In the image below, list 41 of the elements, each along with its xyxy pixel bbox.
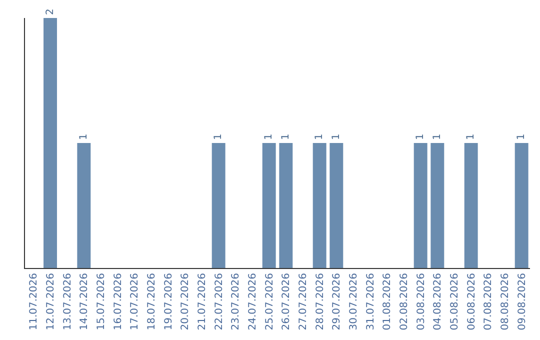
x-tick-label: 05.08.2026 xyxy=(450,273,460,330)
data-label: 1 xyxy=(415,134,426,140)
x-tick-label: 07.08.2026 xyxy=(483,273,494,330)
x-tick-label: 29.07.2026 xyxy=(332,273,343,330)
x-tick-label: 08.08.2026 xyxy=(500,273,511,330)
x-tick-label: 12.07.2026 xyxy=(46,273,56,330)
x-tick-label: 11.07.2026 xyxy=(28,273,40,330)
x-tick-label: 17.07.2026 xyxy=(130,273,141,330)
x-tick-label: 23.07.2026 xyxy=(230,273,242,330)
x-tick-label: 28.07.2026 xyxy=(314,273,326,330)
data-label: 2 xyxy=(44,8,56,15)
x-tick-label: 21.07.2026 xyxy=(197,273,208,330)
x-tick-label: 04.08.2026 xyxy=(432,273,444,330)
x-tick-label: 02.08.2026 xyxy=(399,273,410,330)
x-tick-label: 25.07.2026 xyxy=(264,273,276,330)
x-tick-label: 24.07.2026 xyxy=(248,273,258,330)
x-tick-label: 18.07.2026 xyxy=(146,273,158,330)
x-tick-label: 01.08.2026 xyxy=(382,273,394,330)
x-tick-label: 06.08.2026 xyxy=(466,273,478,330)
x-tick-label: 13.07.2026 xyxy=(62,273,74,330)
x-tick-label: 09.08.2026 xyxy=(516,273,528,330)
x-tick-label: 27.07.2026 xyxy=(298,273,309,330)
x-tick-label: 03.08.2026 xyxy=(416,273,427,330)
data-label: 1 xyxy=(432,134,443,140)
x-tick-label: 31.07.2026 xyxy=(365,273,376,330)
data-label: 1 xyxy=(516,134,528,140)
data-label: 1 xyxy=(466,134,477,140)
x-tick-label: 26.07.2026 xyxy=(281,273,292,330)
x-tick-label: 22.07.2026 xyxy=(214,273,225,330)
data-label: 1 xyxy=(213,134,224,140)
data-label: 1 xyxy=(78,134,90,140)
x-tick-label: 20.07.2026 xyxy=(180,273,192,330)
x-tick-label: 19.07.2026 xyxy=(163,273,174,330)
data-label: 1 xyxy=(330,134,342,140)
x-tick-label: 14.07.2026 xyxy=(79,273,90,330)
data-label: 1 xyxy=(264,134,275,140)
data-label: 1 xyxy=(280,134,292,140)
x-tick-label: 16.07.2026 xyxy=(112,273,124,330)
x-tick-label: 15.07.2026 xyxy=(96,273,107,330)
x-tick-label: 30.07.2026 xyxy=(348,273,360,330)
data-label: 1 xyxy=(314,134,326,140)
